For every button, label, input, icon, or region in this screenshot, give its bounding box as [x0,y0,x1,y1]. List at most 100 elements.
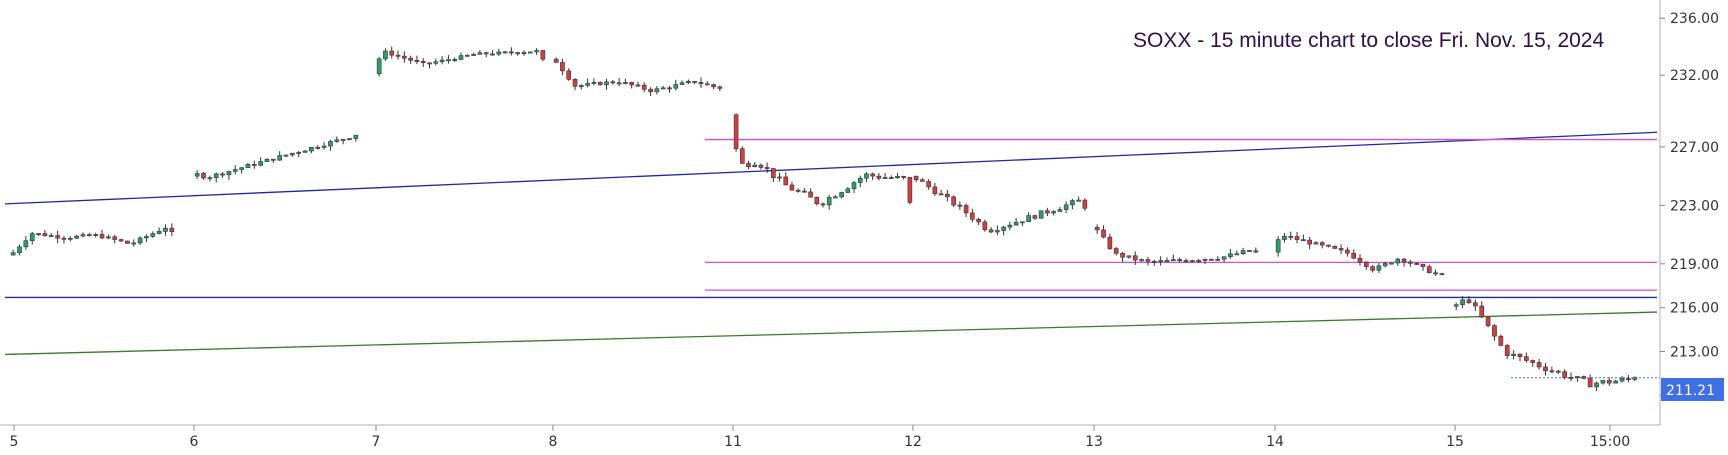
candle [1549,366,1555,374]
candle [439,55,445,65]
candle [1632,376,1638,382]
candle [1408,259,1413,267]
candle [1313,241,1319,245]
candle-body-up [290,152,295,156]
candle-body-down [566,70,572,80]
candle [995,225,1000,236]
candle-body-down [1209,258,1214,261]
candle [945,190,950,202]
candle [1619,375,1625,383]
candle-body-down [509,51,514,54]
candle-body-up [283,154,289,157]
candle-body-up [1051,211,1056,214]
candle-body-up [579,85,584,87]
chart-title: SOXX - 15 minute chart to close Fri. Nov… [1133,29,1604,52]
candle [1555,369,1561,375]
candle-body-down [758,164,764,168]
candle [814,196,820,206]
candle [1183,258,1189,263]
candle-body-up [857,177,863,183]
candle [673,79,679,91]
candle [1063,201,1069,214]
candle [433,58,439,66]
candle-body-down [1247,250,1252,253]
candle-body-down [1530,360,1536,363]
candle [144,234,149,243]
candle-body-up [1234,253,1240,256]
candle-body-down [870,173,875,177]
candle-body-up [296,152,302,154]
candle-body-up [1600,380,1606,384]
candle [389,46,395,59]
candle-body-up [383,50,388,60]
candle-body-down [820,203,826,206]
candle-body-up [1313,242,1319,245]
candle-body-up [1007,224,1013,228]
candle-body-down [1288,235,1294,238]
candle-body-up [1215,258,1221,261]
candle [302,150,308,153]
candle-body-down [1401,258,1407,263]
candle [1613,379,1619,384]
candle-body-up [106,236,111,239]
candle [131,239,137,247]
candle-body-up [194,173,200,177]
candle [1357,254,1363,266]
candle-body-up [1063,204,1069,210]
candle [572,78,578,90]
candle-body-down [1113,248,1119,254]
candle [163,224,168,236]
candle [334,136,340,143]
candle [1013,217,1019,226]
candle-body-down [1524,356,1529,361]
candle-body-down [420,61,426,64]
x-tick-label: 14 [1266,434,1284,450]
candle-body-up [845,188,851,193]
candle [29,232,35,245]
candle-body-up [826,197,832,206]
candle [1498,334,1504,347]
candle [1332,245,1338,250]
candle-body-down [1338,248,1344,251]
candle [93,232,99,238]
candle [758,163,764,170]
candle [1606,377,1612,386]
candle [515,51,520,56]
candle [764,162,770,173]
candle [610,79,616,85]
candle [67,236,73,242]
candle-body-up [1619,378,1625,382]
candle [112,234,118,244]
candle [61,235,67,244]
candle-body-up [1389,262,1394,265]
candle [1543,362,1548,376]
candle [232,165,238,175]
candle [951,195,956,208]
candle-body-up [150,233,156,237]
candle [654,86,660,95]
candle [616,78,622,87]
candle [74,234,79,240]
candle-body-up [309,147,314,152]
candle-body-up [264,158,270,162]
candle-body-down [1587,378,1593,388]
candles-layer [10,46,1638,391]
candle [976,217,981,226]
candle [1485,316,1491,328]
candle [48,233,54,238]
candle-body-down [1606,380,1612,384]
candle [1345,247,1350,257]
candle [913,175,919,183]
candle [1164,257,1170,262]
candle-body-up [1038,210,1044,219]
candle-body-up [660,87,666,90]
candle-body-up [623,82,628,84]
candle-body-up [458,55,464,60]
candle-body-up [502,51,508,54]
candle-body-up [686,80,691,84]
candle [1453,302,1459,311]
candle [1530,359,1536,367]
candle [527,51,533,54]
candle-body-up [882,177,888,179]
candle-body-up [1013,221,1019,226]
